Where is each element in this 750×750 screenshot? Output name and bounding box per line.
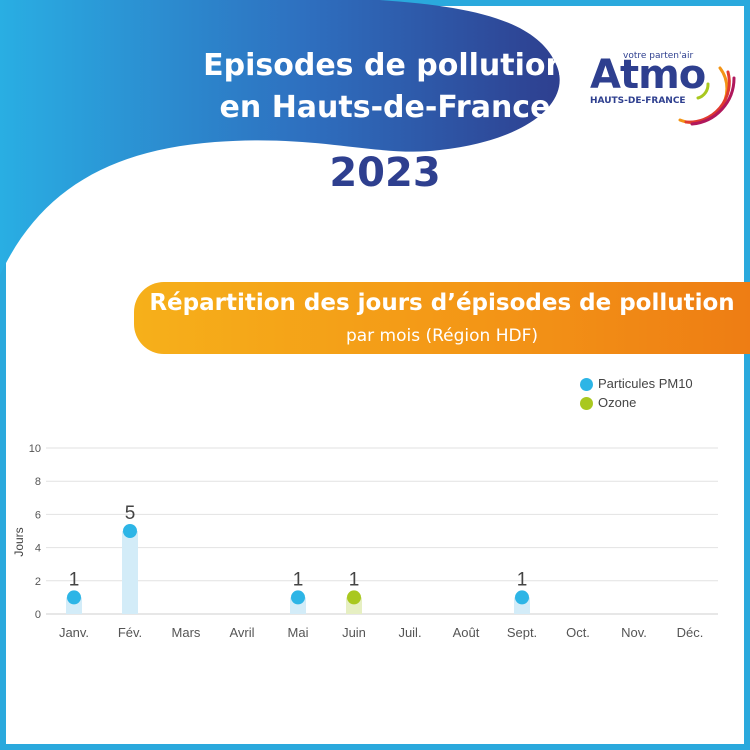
- logo-tagline: votre parten'air: [623, 51, 694, 61]
- chart-grid: 0 2 4 6 8 10: [29, 443, 718, 621]
- x-tick-label: Fév.: [118, 625, 142, 640]
- banner-subtitle: par mois (Région HDF): [345, 326, 539, 346]
- x-tick-label: Avril: [229, 625, 254, 640]
- y-tick-label: 2: [35, 576, 41, 588]
- x-tick-label: Mai: [288, 625, 309, 640]
- y-tick-label: 6: [35, 509, 41, 521]
- y-tick-label: 0: [35, 609, 41, 621]
- x-tick-label: Déc.: [677, 625, 704, 640]
- header-title-line1: Episodes de pollution: [203, 48, 567, 83]
- y-tick-label: 4: [35, 543, 41, 555]
- x-tick-label: Janv.: [59, 625, 89, 640]
- data-point: [291, 590, 305, 605]
- data-point: [515, 590, 529, 605]
- x-tick-label: Août: [453, 625, 480, 640]
- chart-banner: Répartition des jours d’épisodes de poll…: [134, 282, 750, 354]
- data-label: 5: [125, 503, 136, 524]
- legend-label-pm10: Particules PM10: [598, 376, 693, 391]
- x-tick-label: Juil.: [398, 625, 421, 640]
- logo-region: HAUTS-DE-FRANCE: [590, 96, 686, 106]
- data-point: [347, 590, 361, 605]
- data-label: 1: [349, 569, 360, 590]
- legend-dot-pm10: [580, 378, 593, 391]
- legend-dot-ozone: [580, 397, 593, 410]
- data-label: 1: [69, 569, 80, 590]
- data-point: [123, 524, 137, 538]
- banner-title: Répartition des jours d’épisodes de poll…: [149, 290, 735, 316]
- y-tick-label: 10: [29, 443, 41, 455]
- data-point: [67, 590, 81, 605]
- x-tick-label: Nov.: [621, 625, 647, 640]
- chart-labels: Janv. Fév. Mars Avril Mai Juin Juil. Août Sept. O…: [59, 503, 703, 640]
- logo-name: Atmo: [590, 52, 706, 98]
- x-tick-label: Mars: [172, 625, 201, 640]
- header-year: 2023: [329, 150, 441, 196]
- data-label: 1: [293, 569, 304, 590]
- y-axis-label: Jours: [12, 527, 26, 556]
- x-tick-label: Juin: [342, 625, 366, 640]
- chart-bars: [66, 524, 530, 614]
- header-wave-shape: [0, 0, 560, 275]
- header-title-line2: en Hauts-de-France: [219, 90, 551, 125]
- legend-item-ozone: Ozone: [580, 395, 637, 410]
- bar: [122, 531, 138, 614]
- legend-item-pm10: Particules PM10: [580, 376, 693, 391]
- y-tick-label: 8: [35, 476, 41, 488]
- air-arcs-icon: [678, 66, 736, 126]
- legend-label-ozone: Ozone: [598, 395, 637, 410]
- data-label: 1: [517, 569, 528, 590]
- x-tick-label: Sept.: [507, 625, 537, 640]
- x-tick-label: Oct.: [566, 625, 590, 640]
